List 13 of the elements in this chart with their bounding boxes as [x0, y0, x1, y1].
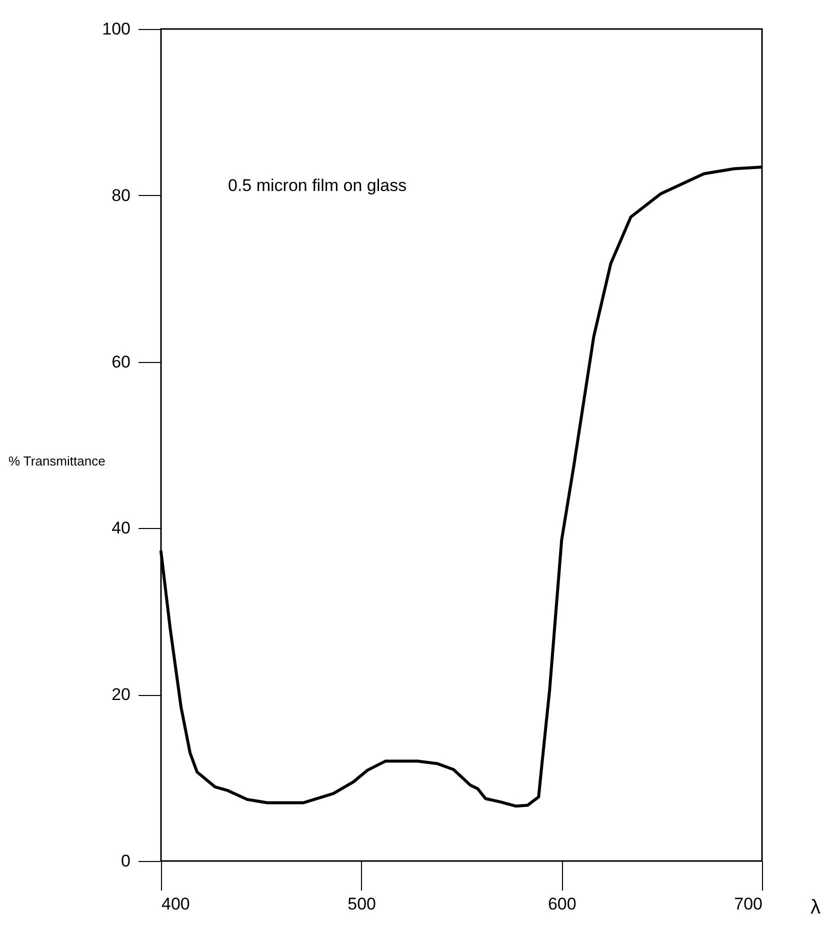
annotation: 0.5 micron film on glass	[228, 176, 407, 195]
x-axis-title: λ	[810, 896, 820, 918]
x-tick-label: 400	[162, 894, 190, 914]
y-tick-label: 60	[112, 352, 130, 372]
y-axis-title: % Transmittance	[8, 454, 106, 468]
y-tick-label: 80	[112, 186, 130, 205]
y-tick-label: 40	[112, 518, 130, 538]
y-tick-label: 0	[121, 852, 130, 870]
y-tick-label: 100	[102, 20, 130, 38]
x-tick-label: 500	[348, 894, 376, 914]
x-tick-label: 700	[734, 894, 762, 914]
x-tick-label: 600	[548, 894, 576, 914]
y-tick-label: 20	[112, 685, 130, 704]
